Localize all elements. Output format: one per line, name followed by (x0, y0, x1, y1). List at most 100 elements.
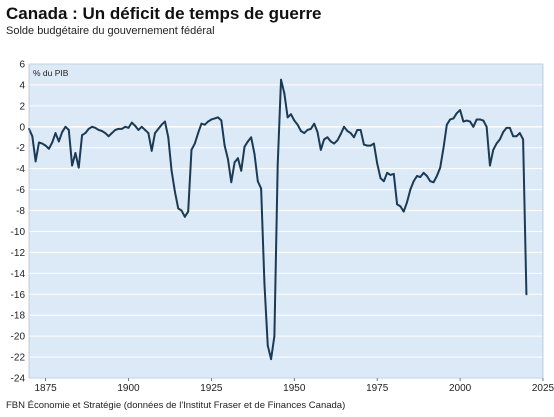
data-point (193, 142, 196, 145)
y-tick-label: -8 (16, 206, 25, 217)
data-point (67, 129, 70, 131)
data-point (38, 141, 40, 144)
y-tick-label: 0 (19, 122, 25, 133)
data-point (270, 358, 272, 361)
data-point (313, 122, 316, 125)
data-point (392, 173, 395, 175)
y-tick-label: -2 (16, 143, 25, 154)
data-point (475, 118, 478, 121)
data-point (187, 210, 190, 213)
data-point (472, 125, 475, 128)
data-point (432, 181, 435, 184)
data-point (498, 138, 501, 141)
data-point (183, 215, 186, 218)
data-point (276, 163, 279, 166)
data-point (455, 112, 458, 115)
data-point (518, 132, 521, 134)
data-point (120, 127, 123, 130)
data-point (237, 157, 239, 160)
data-point (462, 120, 465, 123)
data-point (180, 209, 183, 212)
data-point (150, 149, 153, 152)
y-tick-label: -24 (11, 374, 26, 385)
data-point (243, 145, 246, 148)
data-point (296, 123, 299, 126)
data-point (57, 140, 60, 143)
data-point (233, 161, 236, 164)
data-point (469, 120, 471, 123)
data-point (34, 160, 37, 163)
x-tick-label: 2025 (532, 383, 554, 394)
data-point (134, 124, 137, 127)
y-tick-label: -22 (11, 353, 26, 364)
data-point (525, 293, 528, 296)
data-point (41, 142, 44, 145)
data-point (44, 144, 47, 147)
data-point (71, 164, 74, 167)
data-point (81, 134, 83, 137)
data-point (283, 92, 286, 95)
data-point (91, 125, 93, 128)
source-note: FBN Économie et Stratégie (données de l'… (6, 400, 346, 411)
data-point (293, 119, 296, 122)
data-point (512, 135, 515, 138)
data-point (74, 152, 77, 154)
data-point (416, 175, 418, 177)
y-tick-label: -4 (16, 164, 25, 175)
data-point (137, 129, 140, 131)
data-point (273, 335, 276, 338)
data-point (309, 127, 312, 130)
data-point (349, 132, 352, 134)
data-point (303, 132, 306, 134)
data-point (64, 125, 67, 128)
plot-area (29, 64, 543, 378)
data-point (266, 344, 269, 347)
data-point (412, 180, 415, 183)
data-point (210, 118, 213, 121)
data-point (124, 125, 127, 128)
x-tick-label: 1925 (200, 383, 223, 394)
data-point (426, 175, 428, 177)
y-tick-label: 2 (19, 101, 25, 112)
data-point (256, 180, 259, 183)
data-point (87, 127, 90, 130)
data-point (326, 136, 329, 139)
data-point (402, 210, 405, 213)
data-point (339, 133, 342, 136)
data-point (157, 127, 160, 130)
data-point (369, 144, 372, 147)
y-tick-label: -20 (11, 332, 26, 343)
data-point (160, 123, 163, 126)
data-point (97, 129, 100, 131)
data-point (213, 117, 216, 120)
data-point (51, 141, 54, 144)
data-point (203, 123, 206, 126)
data-point (409, 188, 412, 191)
data-point (399, 205, 402, 208)
data-point (485, 125, 488, 128)
y-axis-label: % du PIB (33, 68, 69, 78)
data-point (515, 135, 518, 138)
data-point (319, 148, 322, 151)
data-point (253, 153, 256, 155)
x-axis-tick-labels: 1875 1900 1925 1950 1975 2000 2025 (34, 378, 554, 394)
data-point (190, 148, 193, 151)
data-point (227, 158, 229, 161)
data-point (502, 131, 505, 133)
data-point (300, 130, 302, 132)
data-point (154, 132, 156, 134)
y-tick-label: -10 (11, 227, 26, 238)
data-point (389, 174, 392, 176)
data-point (260, 187, 263, 190)
data-point (396, 203, 398, 206)
data-point (54, 132, 57, 134)
data-point (250, 136, 253, 139)
y-tick-label: -14 (11, 269, 26, 280)
chart-title: Canada : Un déficit de temps de guerre (6, 4, 322, 23)
data-point (77, 166, 80, 169)
data-point (200, 122, 203, 125)
data-point (217, 116, 219, 119)
data-point (329, 140, 332, 143)
data-point (489, 164, 491, 167)
data-point (306, 129, 309, 131)
